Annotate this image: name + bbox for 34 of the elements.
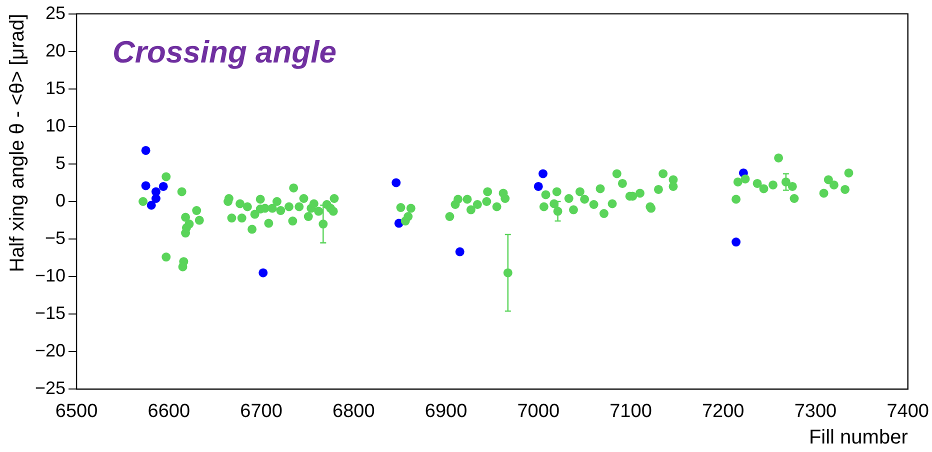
y-tick-label: 10 bbox=[46, 115, 66, 136]
point bbox=[538, 169, 548, 178]
x-tick-label: 7300 bbox=[794, 400, 837, 422]
x-tick-label: 6600 bbox=[148, 400, 190, 422]
point bbox=[455, 247, 464, 256]
y-tick-label: −20 bbox=[34, 340, 66, 361]
point bbox=[258, 268, 268, 278]
point bbox=[146, 200, 156, 210]
x-tick-label: 7100 bbox=[610, 400, 652, 422]
y-tick-label: −25 bbox=[34, 378, 66, 398]
point bbox=[392, 178, 401, 188]
y-tick-label: 0 bbox=[56, 190, 66, 210]
x-tick-label: 6900 bbox=[424, 400, 468, 422]
x-tick-label: 6800 bbox=[332, 400, 375, 422]
y-tick-label: −15 bbox=[34, 303, 66, 324]
x-tick-label: 6700 bbox=[240, 400, 282, 422]
y-tick-label: 15 bbox=[46, 78, 66, 98]
x-tick-label: 7200 bbox=[702, 400, 744, 422]
text: Crossing angle bbox=[112, 34, 336, 70]
x-tick-label: 7400 bbox=[886, 400, 930, 422]
y-tick-label: 25 bbox=[46, 2, 66, 23]
x-tick-label: 6500 bbox=[55, 400, 98, 422]
y-tick-label: −5 bbox=[45, 228, 66, 248]
point bbox=[141, 181, 150, 190]
point bbox=[732, 238, 741, 247]
y-tick-label: 5 bbox=[56, 152, 66, 173]
y-axis-title: Half xing angle θ - <θ> [μrad] bbox=[6, 14, 29, 272]
point bbox=[158, 182, 168, 191]
point bbox=[141, 146, 150, 155]
x-axis-title: Fill number bbox=[808, 426, 908, 449]
point bbox=[534, 182, 543, 191]
x-tick-label: 7000 bbox=[517, 400, 560, 422]
y-tick-label: −10 bbox=[34, 266, 66, 286]
y-tick-label: 20 bbox=[46, 40, 66, 60]
